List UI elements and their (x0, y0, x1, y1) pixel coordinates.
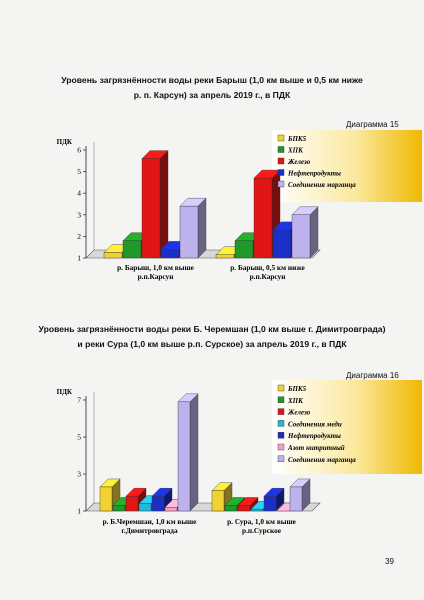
chart-15-title-line2: р. п. Карсун) за апрель 2019 г., в ПДК (133, 90, 291, 100)
y-tick-label: 4 (77, 189, 81, 198)
y-tick-label: 1 (77, 507, 81, 516)
bar (263, 487, 285, 512)
legend-swatch (277, 169, 285, 176)
category-label: р. Б.Черемшан, 1,0 км выше (103, 517, 198, 526)
category-label: р.п.Карсун (250, 272, 287, 281)
legend-entry: ХПК (287, 397, 304, 405)
y-tick-label: 6 (77, 146, 81, 155)
category-label: р. Барыш, 1,0 км выше (117, 263, 194, 272)
legend-entry: Соединения меди (288, 420, 342, 428)
legend-swatch (277, 455, 285, 463)
legend-entry: Нефтепродукты (287, 432, 341, 440)
chart-15-title-line1: Уровень загрязнённости воды реки Барыш (… (61, 75, 363, 85)
bar (179, 197, 207, 259)
legend-swatch (277, 420, 285, 427)
bar (125, 487, 147, 512)
y-tick-label: 3 (77, 210, 81, 219)
legend-swatch (277, 396, 285, 403)
page-number: 39 (385, 557, 394, 566)
legend-background (272, 380, 422, 474)
legend-entry: БПК5 (287, 135, 307, 143)
legend-entry: Нефтепродукты (287, 170, 341, 178)
category-label: р.п.Сурское (242, 526, 282, 535)
chart-15-title: Уровень загрязнённости воды реки Барыш (… (20, 73, 404, 103)
bar (291, 206, 319, 259)
category-label: р.п.Карсун (138, 272, 175, 281)
bar (289, 478, 311, 512)
category-label: г.Димитровграда (121, 526, 178, 535)
bar (177, 393, 199, 512)
y-axis-label: ПДК (57, 138, 73, 146)
chart-16-title-line1: Уровень загрязнённости воды реки Б. Чере… (38, 324, 386, 334)
legend-entry: Железо (287, 409, 311, 417)
legend-entry: Азот нитритный (287, 444, 345, 452)
category-label: р. Сура, 1,0 км выше (227, 517, 297, 526)
legend-swatch (277, 408, 285, 415)
chart-16-title-line2: и реки Сура (1,0 км выше р.п. Сурское) з… (77, 339, 347, 349)
diagram-16-label: Диаграмма 16 (346, 371, 399, 380)
legend-entry: Соединения марганца (288, 181, 356, 189)
legend-swatch (277, 146, 285, 153)
legend-entry: ХПК (287, 147, 304, 155)
diagram-15-label: Диаграмма 15 (346, 120, 399, 129)
legend-entry: Соединения марганца (288, 456, 356, 464)
y-tick-label: 1 (77, 254, 81, 263)
legend-swatch (277, 157, 285, 165)
chart-16: ПДК 1 3 5 7 р. Б.Черемшан, 1,0 км вышег.Димит… (57, 380, 422, 535)
chart-16-title: Уровень загрязнённости воды реки Б. Чере… (20, 322, 404, 352)
bar (141, 150, 169, 259)
category-label: р. Барыш, 0,5 км ниже (230, 263, 305, 272)
y-axis-label: ПДК (57, 388, 73, 396)
legend-swatch (277, 443, 285, 451)
y-tick-label: 5 (77, 433, 81, 442)
legend-swatch (277, 134, 285, 142)
legend-entry: Железо (287, 158, 311, 166)
legend-swatch (277, 180, 285, 188)
y-tick-label: 5 (77, 167, 81, 176)
legend-background (272, 130, 422, 202)
y-tick-label: 7 (77, 396, 81, 405)
legend-swatch (277, 384, 285, 392)
y-tick-label: 3 (77, 470, 81, 479)
bar (211, 482, 233, 512)
legend-entry: БПК5 (287, 385, 307, 393)
bar (151, 487, 173, 512)
legend-swatch (277, 432, 285, 439)
y-tick-label: 2 (77, 232, 81, 241)
